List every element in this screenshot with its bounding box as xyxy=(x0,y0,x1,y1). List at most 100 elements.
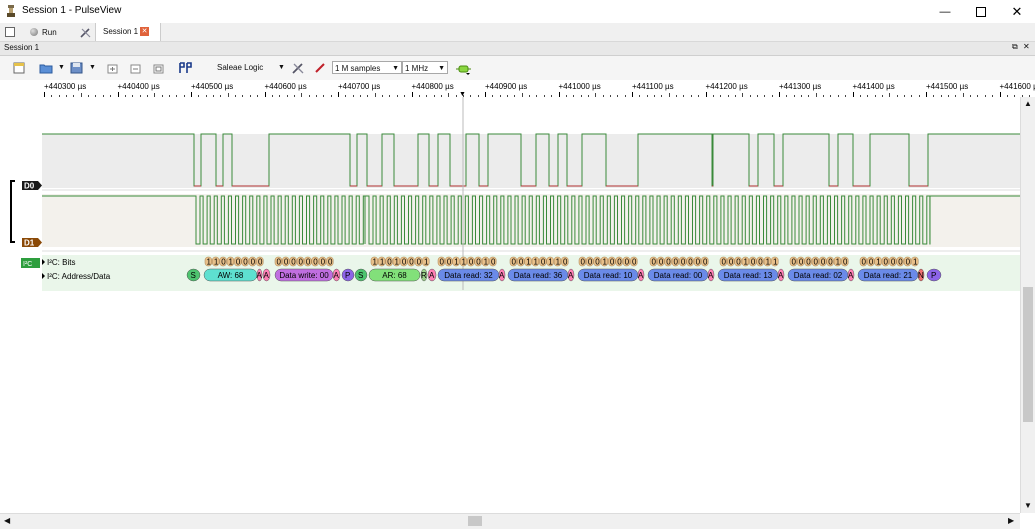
device-selector[interactable]: Saleae Logic xyxy=(217,63,263,72)
time-ruler[interactable]: +440300 µs+440400 µs+440500 µs+440600 µs… xyxy=(0,80,1035,98)
new-session-button[interactable] xyxy=(4,26,16,38)
minimize-button[interactable]: — xyxy=(927,0,963,23)
horizontal-scroll-thumb[interactable] xyxy=(468,516,482,526)
i2c-bit-label: 0 xyxy=(666,258,671,267)
i2c-bit-label: 0 xyxy=(632,258,637,267)
i2c-annotation-label: Data read: 13 xyxy=(724,271,773,280)
i2c-annotation-label: Data read: 32 xyxy=(444,271,493,280)
window-title: Session 1 - PulseView xyxy=(22,5,121,16)
i2c-annotation-label: Data read: 00 xyxy=(654,271,703,280)
i2c-bit-label: 1 xyxy=(836,258,841,267)
ruler-label: +440800 µs xyxy=(412,82,454,91)
pulseview-icon xyxy=(6,5,16,17)
decoder-icon xyxy=(456,62,472,76)
open-button[interactable] xyxy=(38,61,54,75)
tab-session-1[interactable]: Session 1 ✕ xyxy=(95,23,161,41)
run-button[interactable]: Run xyxy=(30,25,57,39)
i2c-bit-label: 0 xyxy=(313,258,318,267)
i2c-bit-label: 0 xyxy=(321,258,326,267)
i2c-bit-label: 1 xyxy=(424,258,429,267)
i2c-annotation-label: A xyxy=(778,271,784,280)
ruler-label: +441500 µs xyxy=(926,82,968,91)
close-tab-icon[interactable]: ✕ xyxy=(140,27,149,36)
i2c-bit-label: 0 xyxy=(328,258,333,267)
zoom-in-button[interactable] xyxy=(105,61,119,75)
maximize-button[interactable] xyxy=(963,0,999,23)
i2c-bit-label: 0 xyxy=(440,258,445,267)
zoom-fit-icon xyxy=(153,63,164,74)
horizontal-scrollbar[interactable]: ◀ ▶ xyxy=(0,513,1020,529)
zoom-fit-button[interactable] xyxy=(151,61,165,75)
scroll-left-icon[interactable]: ◀ xyxy=(4,516,10,525)
cursor-button[interactable] xyxy=(177,61,193,75)
i2c-annotation-label: Data read: 21 xyxy=(864,271,913,280)
i2c-bit-label: 0 xyxy=(681,258,686,267)
samples-value: 1 M samples xyxy=(335,64,380,73)
i2c-bit-label: 1 xyxy=(214,258,219,267)
i2c-annotation-label: AR: 68 xyxy=(382,271,407,280)
i2c-bit-label: 0 xyxy=(469,258,474,267)
i2c-annotation-label: A xyxy=(429,271,435,280)
settings-icon xyxy=(80,27,91,38)
i2c-bit-label: 0 xyxy=(891,258,896,267)
chevron-down-icon[interactable]: ▼ xyxy=(89,64,96,71)
settings-button[interactable] xyxy=(78,25,92,39)
i2c-bit-label: 0 xyxy=(610,258,615,267)
chevron-down-icon[interactable]: ▼ xyxy=(278,64,285,71)
scroll-down-icon[interactable]: ▼ xyxy=(1024,501,1032,510)
channel-d1-label: D1 xyxy=(24,239,35,248)
save-button[interactable] xyxy=(69,61,85,75)
cursor-icon xyxy=(178,62,192,74)
open-icon xyxy=(39,62,53,74)
close-icon[interactable]: ✕ xyxy=(1023,42,1030,51)
i2c-annotation-label: Data read: 10 xyxy=(584,271,633,280)
channel-d0-label: D0 xyxy=(24,182,35,191)
scroll-right-icon[interactable]: ▶ xyxy=(1008,516,1014,525)
i2c-bit-label: 1 xyxy=(229,258,234,267)
ruler-label: +441000 µs xyxy=(559,82,601,91)
i2c-bit-label: 0 xyxy=(251,258,256,267)
vertical-scrollbar[interactable]: ▲ ▼ xyxy=(1020,97,1035,513)
i2c-bit-label: 0 xyxy=(821,258,826,267)
i2c-annotation-label: A xyxy=(848,271,854,280)
channel-group-bracket xyxy=(11,181,15,242)
i2c-bit-label: 1 xyxy=(913,258,918,267)
vertical-scroll-thumb[interactable] xyxy=(1023,287,1033,422)
i2c-bit-label: 0 xyxy=(862,258,867,267)
i2c-bit-label: 0 xyxy=(792,258,797,267)
device-settings-button[interactable] xyxy=(291,61,305,75)
zoom-out-button[interactable] xyxy=(128,61,142,75)
i2c-bit-label: 0 xyxy=(758,258,763,267)
ruler-label: +441600 µs xyxy=(1000,82,1035,91)
i2c-address-data-row-label: I²C: Address/Data xyxy=(47,272,111,281)
i2c-bit-label: 1 xyxy=(556,258,561,267)
i2c-bit-label: 1 xyxy=(484,258,489,267)
new-session-icon xyxy=(5,27,15,37)
i2c-bit-label: 1 xyxy=(534,258,539,267)
i2c-bit-label: 0 xyxy=(688,258,693,267)
close-button[interactable]: ✕ xyxy=(999,0,1035,23)
i2c-bit-label: 1 xyxy=(773,258,778,267)
i2c-bit-label: 0 xyxy=(306,258,311,267)
samples-combo[interactable]: 1 M samples ▼ xyxy=(332,61,402,74)
i2c-bit-label: 0 xyxy=(722,258,727,267)
i2c-bit-label: 0 xyxy=(243,258,248,267)
run-label: Run xyxy=(42,28,57,37)
i2c-bit-label: 0 xyxy=(541,258,546,267)
i2c-annotation-label: Data read: 36 xyxy=(514,271,563,280)
maximize-icon xyxy=(976,7,986,17)
float-icon[interactable]: ⧉ xyxy=(1012,42,1018,52)
probe-button[interactable] xyxy=(313,61,327,75)
new-view-button[interactable] xyxy=(12,61,26,75)
chevron-down-icon: ▼ xyxy=(438,62,445,75)
i2c-bit-label: 0 xyxy=(729,258,734,267)
add-decoder-button[interactable] xyxy=(455,61,473,77)
ruler-label: +441100 µs xyxy=(632,82,674,91)
i2c-bit-label: 1 xyxy=(876,258,881,267)
scroll-up-icon[interactable]: ▲ xyxy=(1024,99,1032,108)
chevron-down-icon[interactable]: ▼ xyxy=(58,64,65,71)
i2c-bit-label: 0 xyxy=(581,258,586,267)
samplerate-combo[interactable]: 1 MHz ▼ xyxy=(402,61,448,74)
i2c-bit-label: 0 xyxy=(563,258,568,267)
